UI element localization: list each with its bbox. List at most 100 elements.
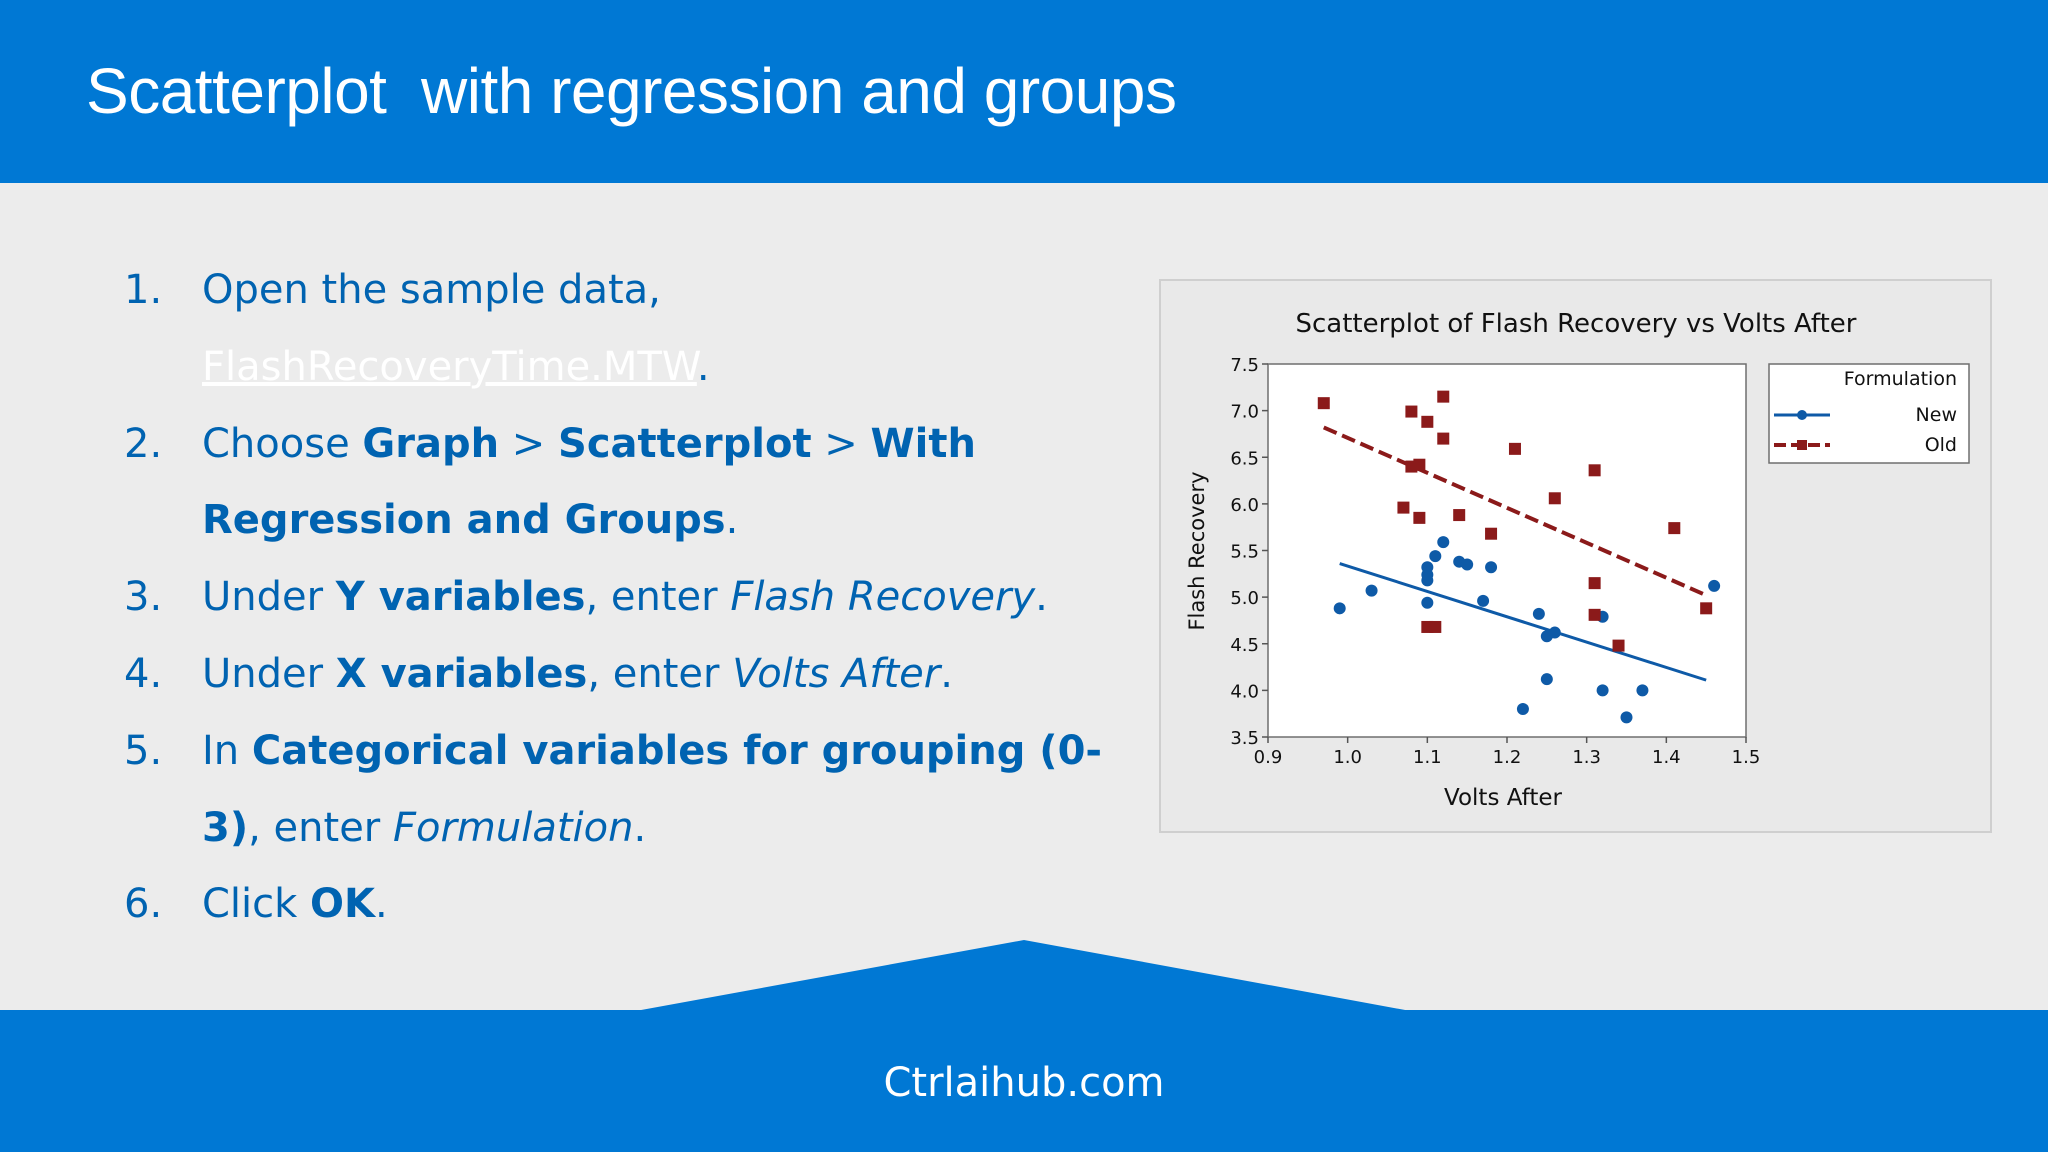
y-axis: 3.5 4.0 4.5 5.0 5.5 6.0 6.5 7.0 7.5 (1230, 355, 1268, 749)
step-number: 5. (124, 727, 163, 774)
instruction-steps: 1. Open the sample data, FlashRecoveryTim… (124, 252, 1144, 943)
data-point-new (1429, 550, 1442, 563)
step-text: . (375, 881, 388, 928)
data-point-old (1405, 405, 1418, 418)
step-number: 2. (124, 420, 163, 467)
x-tick-label: 1.2 (1493, 747, 1522, 768)
step-number: 4. (124, 650, 163, 697)
y-tick-label: 6.5 (1230, 448, 1259, 469)
step-4: 4. Under X variables, enter Volts After. (124, 636, 1144, 713)
chart-title: Scatterplot of Flash Recovery vs Volts A… (1296, 309, 1857, 339)
scatterplot-chart: 3.5 4.0 4.5 5.0 5.5 6.0 6.5 7.0 7.5 0.9 1.0 1.1 1.2… (1185, 309, 1970, 811)
step-5: 5. In Categorical variables for grouping … (124, 713, 1144, 867)
x-tick-label: 1.0 (1333, 747, 1362, 768)
slide-title: Scatterplot with regression and groups (86, 55, 1177, 127)
legend-label-old: Old (1925, 434, 1957, 456)
y-tick-label: 6.0 (1230, 495, 1259, 516)
data-point-new (1620, 711, 1633, 724)
option-with-regression-and-groups: With Regression and Groups (202, 420, 976, 544)
footer-website[interactable]: Ctrlaihub.com (883, 1060, 1165, 1106)
y-tick-label: 4.0 (1230, 681, 1259, 702)
footer-wedge (630, 940, 1416, 1012)
legend-title: Formulation (1844, 368, 1957, 390)
step-6: 6. Click OK. (124, 866, 1144, 943)
y-tick-label: 7.0 (1230, 402, 1259, 423)
data-point-new (1636, 684, 1649, 697)
value-flash-recovery: Flash Recovery (730, 574, 1036, 621)
x-tick-label: 1.1 (1413, 747, 1442, 768)
step-text: Open the sample data, (202, 267, 661, 313)
data-point-old (1485, 527, 1498, 540)
data-point-old (1588, 577, 1601, 590)
step-text: Under (202, 574, 336, 621)
y-tick-label: 7.5 (1230, 355, 1259, 376)
data-point-old (1700, 602, 1713, 615)
data-point-new (1708, 579, 1721, 592)
data-point-old (1612, 639, 1625, 652)
step-number: 6. (124, 881, 163, 928)
step-text: . (1035, 574, 1048, 621)
data-point-old (1397, 501, 1410, 514)
step-text: , enter (587, 650, 733, 697)
data-point-new (1540, 673, 1553, 686)
field-x-variables: X variables (335, 650, 588, 697)
y-tick-label: 5.0 (1230, 588, 1259, 609)
data-point-old (1421, 415, 1434, 428)
field-y-variables: Y variables (335, 574, 586, 621)
data-point-old (1453, 509, 1466, 522)
step-number: 1. (124, 267, 163, 313)
value-formulation: Formulation (392, 804, 634, 851)
x-tick-label: 1.3 (1572, 747, 1601, 768)
step-text: . (940, 650, 953, 697)
data-point-new (1365, 584, 1378, 597)
data-point-new (1421, 596, 1434, 609)
step-text: . (725, 497, 739, 544)
ok-label: OK (310, 881, 376, 928)
data-point-new (1516, 703, 1529, 716)
step-text: > (499, 420, 559, 467)
step-text: In (202, 727, 252, 774)
sample-data-link[interactable]: FlashRecoveryTime.MTW (202, 343, 697, 390)
legend-entries: New Old (1774, 404, 1957, 456)
step-text: Under (202, 650, 336, 697)
data-point-old (1668, 522, 1681, 535)
x-tick-label: 1.4 (1652, 747, 1681, 768)
data-point-new (1333, 602, 1346, 615)
x-axis-label: Volts After (1444, 785, 1562, 811)
legend-marker-new (1797, 410, 1807, 420)
data-point-old (1508, 442, 1521, 455)
menu-graph: Graph (362, 420, 500, 467)
x-tick-label: 1.5 (1732, 747, 1761, 768)
slide-header (0, 0, 2048, 183)
data-point-new (1596, 684, 1609, 697)
value-volts-after: Volts After (732, 650, 941, 697)
step-text: , enter (248, 804, 393, 851)
data-point-old (1548, 492, 1561, 505)
plot-area (1267, 363, 1747, 738)
regression-lines (1322, 425, 1707, 682)
step-text: . (696, 343, 710, 390)
data-points (1317, 390, 1721, 724)
data-point-new (1477, 594, 1490, 607)
step-text: > (811, 420, 871, 467)
x-tick-label: 0.9 (1254, 747, 1283, 768)
y-axis-label: Flash Recovery (1185, 471, 1209, 630)
regression-line-old (1322, 425, 1707, 598)
legend-label-new: New (1916, 404, 1957, 426)
step-text: , enter (585, 574, 731, 621)
x-axis: 0.9 1.0 1.1 1.2 1.3 1.4 1.5 (1254, 737, 1761, 768)
legend: Formulation New Old (1768, 363, 1970, 464)
data-point-old (1437, 390, 1450, 403)
menu-scatterplot: Scatterplot (558, 420, 812, 467)
slide-footer (0, 1010, 2048, 1152)
data-point-new (1532, 607, 1545, 620)
regression-line-new (1339, 562, 1707, 682)
legend-marker-old (1797, 440, 1807, 450)
data-point-old (1437, 432, 1450, 445)
step-text: . (633, 804, 647, 851)
step-text: Choose (202, 420, 363, 467)
data-point-old (1588, 464, 1601, 477)
field-categorical-variables: Categorical variables for grouping (0-3) (202, 727, 1103, 851)
data-point-new (1421, 561, 1434, 574)
data-point-new (1548, 626, 1561, 639)
